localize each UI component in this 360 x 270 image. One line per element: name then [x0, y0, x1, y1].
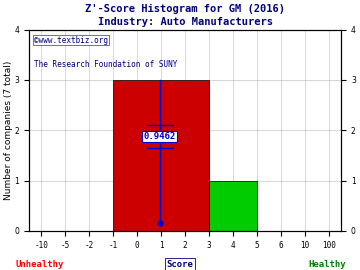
Text: The Research Foundation of SUNY: The Research Foundation of SUNY [34, 60, 177, 69]
Text: Unhealthy: Unhealthy [15, 260, 64, 269]
Text: Score: Score [167, 260, 193, 269]
Text: ©www.textbiz.org: ©www.textbiz.org [34, 36, 108, 45]
Text: Healthy: Healthy [309, 260, 346, 269]
Y-axis label: Number of companies (7 total): Number of companies (7 total) [4, 60, 13, 200]
Title: Z'-Score Histogram for GM (2016)
Industry: Auto Manufacturers: Z'-Score Histogram for GM (2016) Industr… [85, 4, 285, 27]
Text: 0.9462: 0.9462 [144, 132, 176, 141]
